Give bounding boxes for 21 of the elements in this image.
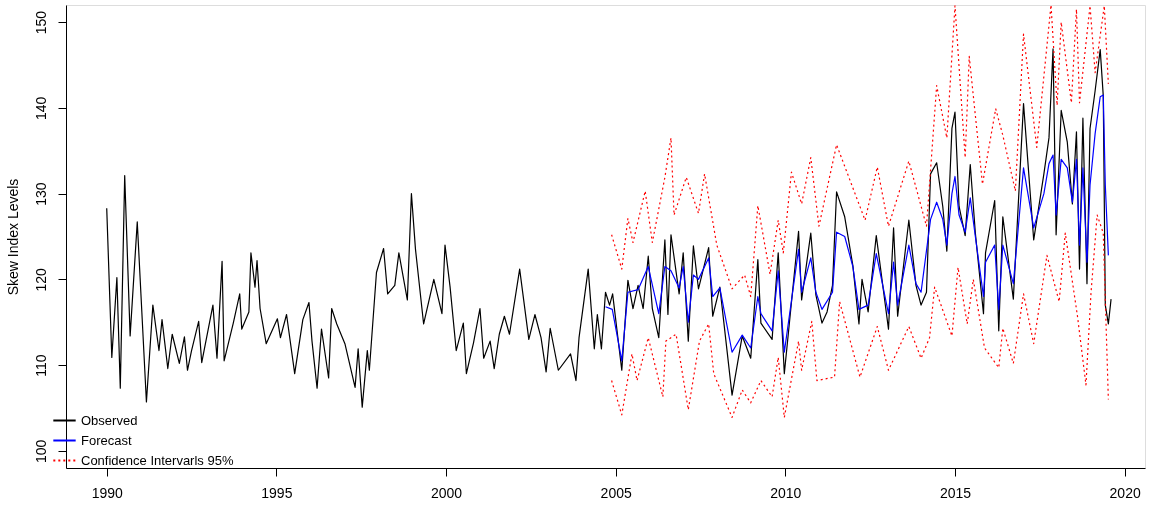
y-tick-label: 140 bbox=[32, 96, 49, 121]
x-tick-label: 2005 bbox=[600, 484, 632, 501]
y-axis-title: Skew Index Levels bbox=[4, 178, 21, 296]
line-series bbox=[106, 48, 1112, 408]
x-tick-label: 2010 bbox=[770, 484, 802, 501]
x-tick-label: 2015 bbox=[939, 484, 972, 501]
line-series bbox=[611, 5, 1109, 298]
legend-label: Forecast bbox=[81, 432, 132, 448]
x-tick-label: 1995 bbox=[261, 484, 293, 501]
legend-label: Confidence Intervarls 95% bbox=[81, 452, 234, 468]
line-series bbox=[604, 94, 1109, 362]
y-tick-label: 130 bbox=[32, 182, 49, 206]
y-tick-label: 100 bbox=[32, 439, 49, 464]
x-tick-label: 1990 bbox=[91, 484, 123, 501]
y-tick-label: 110 bbox=[32, 354, 49, 377]
y-tick-label: 150 bbox=[32, 10, 49, 35]
y-tick-label: 120 bbox=[32, 267, 49, 292]
x-tick-label: 2000 bbox=[430, 484, 463, 501]
legend-label: Observed bbox=[81, 412, 138, 428]
line-series bbox=[611, 214, 1109, 419]
x-tick-label: 2020 bbox=[1109, 484, 1141, 501]
